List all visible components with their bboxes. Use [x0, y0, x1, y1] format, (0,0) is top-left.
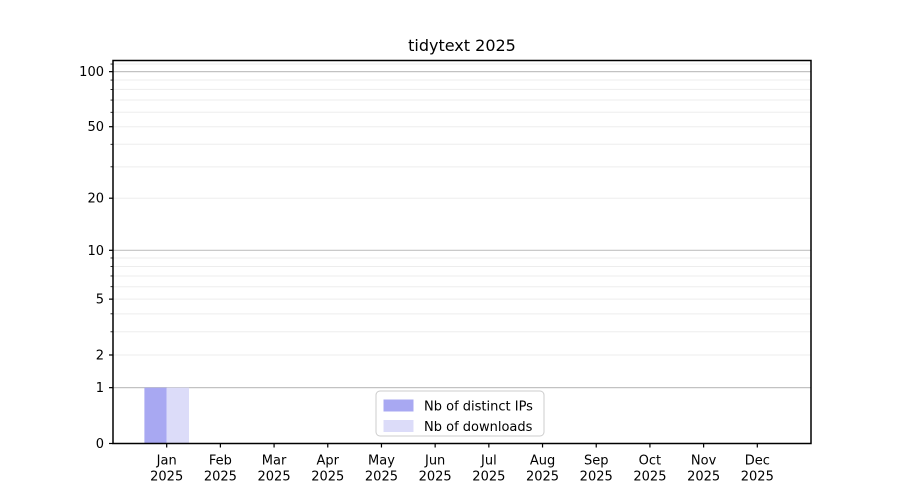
legend-swatch-downloads-icon	[383, 420, 414, 432]
x-tick-label-year: 2025	[258, 470, 291, 485]
y-tick-label: 0	[96, 437, 104, 452]
x-tick-label-month: Aug	[530, 454, 555, 469]
bars	[144, 387, 189, 444]
x-tick-label-year: 2025	[633, 470, 666, 485]
legend-swatch-distinct-ips-icon	[383, 399, 414, 412]
y-tick-label: 50	[87, 120, 104, 135]
x-tick-label-month: Jan	[156, 454, 177, 469]
x-tick-label-year: 2025	[472, 470, 505, 485]
x-tick-label-month: Feb	[209, 454, 232, 469]
y-tick-label: 2	[96, 348, 104, 363]
y-tick-label: 10	[87, 244, 104, 259]
bar-nb-of-downloads-jan	[166, 387, 189, 444]
legend-label-distinct-ips: Nb of distinct IPs	[424, 400, 533, 415]
axis-tick-labels: 0125102050100Jan2025Feb2025Mar2025Apr202…	[79, 65, 774, 484]
x-tick-label-month: Sep	[584, 454, 609, 469]
x-tick-label-year: 2025	[365, 470, 398, 485]
x-tick-label-month: May	[368, 454, 395, 469]
x-tick-label-year: 2025	[150, 470, 183, 485]
x-tick-label-year: 2025	[204, 470, 237, 485]
x-tick-label-year: 2025	[419, 470, 452, 485]
gridlines-minor	[113, 63, 811, 356]
plot-border	[112, 59, 812, 445]
y-tick-label: 5	[96, 293, 104, 308]
gridlines-major	[113, 71, 811, 389]
bar-nb-of-distinct-ips-jan	[144, 387, 167, 444]
x-tick-label-year: 2025	[580, 470, 613, 485]
x-tick-label-year: 2025	[526, 470, 559, 485]
x-tick-label-month: Oct	[639, 454, 661, 469]
x-tick-label-year: 2025	[311, 470, 344, 485]
chart-title: tidytext 2025	[408, 36, 516, 55]
x-tick-label-month: Dec	[745, 454, 770, 469]
x-tick-label-year: 2025	[687, 470, 720, 485]
x-tick-label-month: Mar	[262, 454, 287, 469]
x-tick-label-month: Jun	[424, 454, 445, 469]
axis-tick-marks	[109, 63, 758, 448]
y-tick-label: 1	[96, 381, 104, 396]
x-tick-label-month: Jul	[480, 454, 497, 469]
y-tick-label: 20	[87, 192, 104, 207]
x-tick-label-month: Apr	[317, 454, 340, 469]
legend-box	[375, 390, 545, 437]
x-tick-label-year: 2025	[741, 470, 774, 485]
x-tick-label-month: Nov	[691, 454, 717, 469]
legend-label-downloads: Nb of downloads	[424, 420, 533, 435]
y-tick-label: 100	[79, 65, 104, 80]
legend: Nb of distinct IPs Nb of downloads	[375, 390, 545, 437]
